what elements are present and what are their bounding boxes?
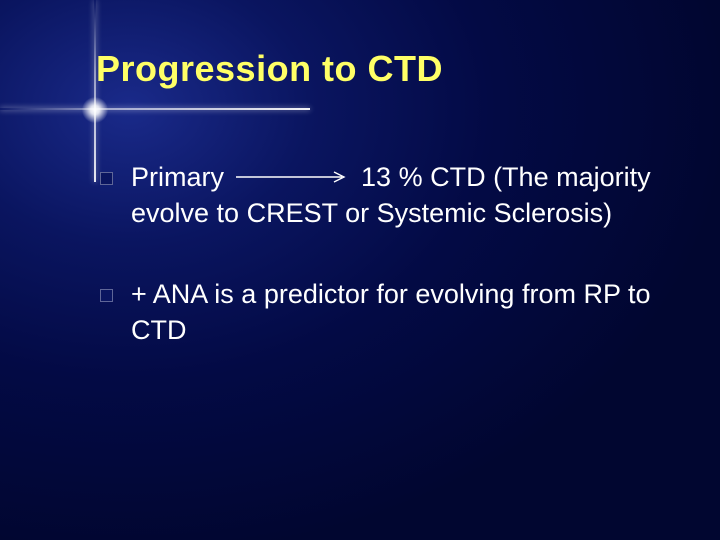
bullet-text: + ANA is a predictor for evolving from R… <box>131 277 670 348</box>
arrow-icon <box>234 170 350 184</box>
bullet-marker-icon <box>100 289 113 302</box>
bullet-item: + ANA is a predictor for evolving from R… <box>100 277 670 348</box>
bullet-marker-icon <box>100 172 113 185</box>
lens-flare-vertical <box>94 0 96 182</box>
lens-flare-core <box>82 97 108 123</box>
bullet-text: Primary 13 % CTD (The majority evolve to… <box>131 160 670 231</box>
bullet-prefix: Primary <box>131 162 224 192</box>
bullet-item: Primary 13 % CTD (The majority evolve to… <box>100 160 670 231</box>
slide-content: Primary 13 % CTD (The majority evolve to… <box>100 160 670 395</box>
bullet-prefix: + ANA is a predictor for evolving from R… <box>131 279 651 345</box>
lens-flare-horizontal <box>0 108 310 110</box>
slide-title: Progression to CTD <box>96 48 443 90</box>
